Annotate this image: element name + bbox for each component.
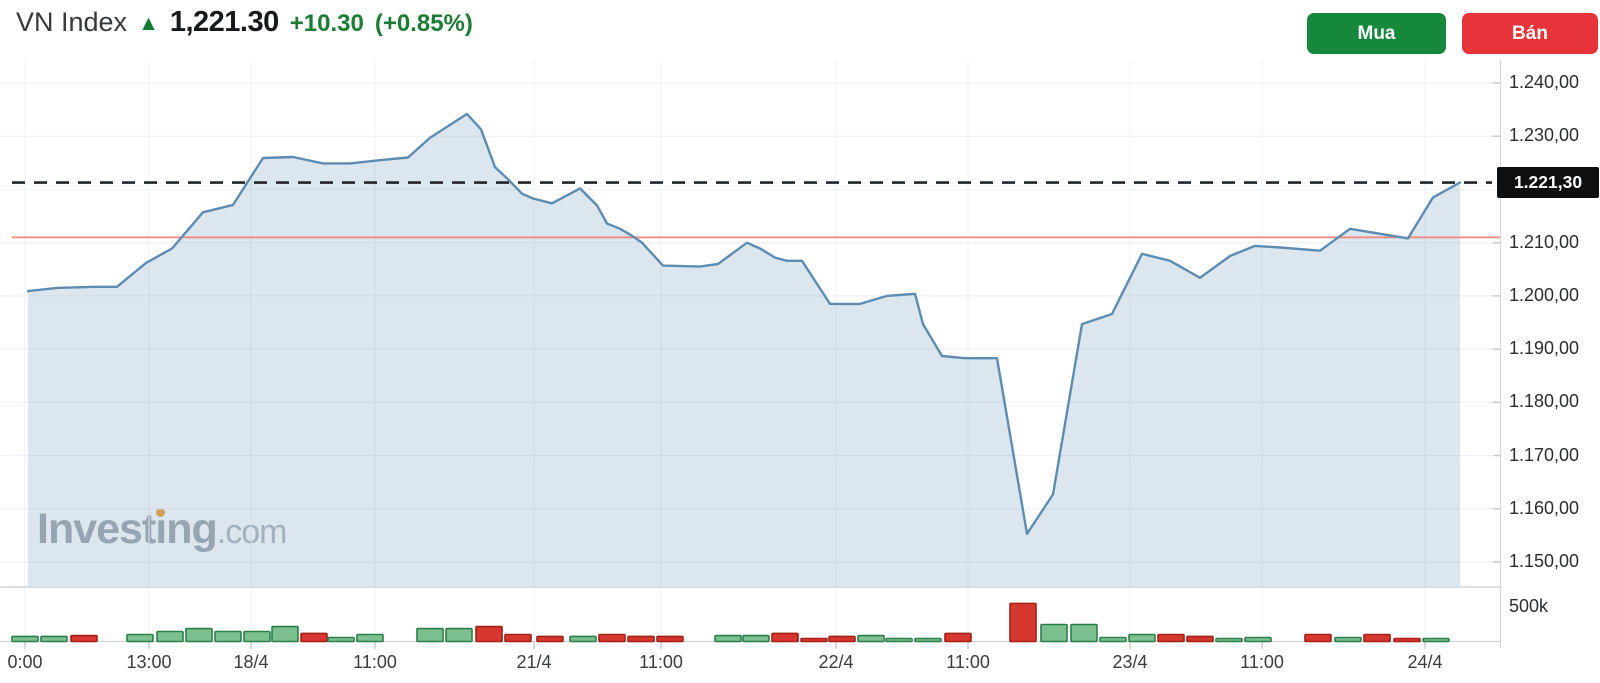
volume-bar-up xyxy=(416,627,444,643)
price-change-percent: (+0.85%) xyxy=(374,10,473,37)
x-axis-label: 21/4 xyxy=(516,652,552,672)
volume-bar-up xyxy=(327,636,355,643)
volume-bar-down xyxy=(1363,633,1391,643)
x-axis-label: 23/4 xyxy=(1112,652,1148,672)
volume-bar-down xyxy=(1393,637,1421,643)
volume-bar-down xyxy=(475,625,503,643)
volume-bar-down xyxy=(1157,633,1185,643)
volume-bar-up xyxy=(1244,636,1272,643)
volume-bar-down xyxy=(1009,602,1037,643)
y-axis-label: 1.190,00 xyxy=(1509,338,1580,359)
volume-bar-up xyxy=(445,627,473,643)
x-axis-label: 24/4 xyxy=(1407,652,1443,672)
volume-bar-down xyxy=(300,632,328,643)
x-axis-label: 11:00 xyxy=(946,652,990,672)
volume-bar-up xyxy=(1128,633,1156,643)
last-price-tag: 1.221,30 xyxy=(1497,167,1599,199)
volume-bar-up xyxy=(1422,637,1450,643)
price-change: +10.30 xyxy=(289,10,364,37)
y-axis-label: 1.160,00 xyxy=(1509,497,1580,518)
volume-bar-up xyxy=(11,635,39,643)
y-axis-label: 1.230,00 xyxy=(1509,125,1580,146)
x-axis-label: 0:00 xyxy=(7,652,43,672)
volume-bar-up xyxy=(742,634,770,643)
x-axis-label: 22/4 xyxy=(818,652,854,672)
watermark-prefix: Invest xyxy=(37,505,156,553)
volume-bar-down xyxy=(800,637,828,643)
x-axis-label: 18/4 xyxy=(233,652,269,672)
volume-bar-up xyxy=(1099,636,1127,643)
volume-bar-down xyxy=(1304,633,1332,643)
y-axis-label: 1.180,00 xyxy=(1509,391,1580,412)
volume-bar-up xyxy=(185,627,213,643)
volume-bar-up xyxy=(356,633,384,643)
volume-bar-down xyxy=(627,635,655,643)
price-line xyxy=(26,112,1462,535)
volume-bar-up xyxy=(214,630,242,643)
volume-bar-up xyxy=(243,630,271,643)
x-axis-label: 11:00 xyxy=(639,652,683,672)
volume-bar-up xyxy=(714,634,742,643)
price-area-fill xyxy=(28,113,1460,587)
volume-bar-down xyxy=(536,635,564,643)
volume-bar-down xyxy=(656,635,684,643)
volume-bar-up xyxy=(1215,637,1243,643)
volume-bar-up xyxy=(126,633,154,643)
volume-bar-down xyxy=(771,632,799,643)
volume-bar-up xyxy=(857,634,885,643)
up-arrow-icon: ▲ xyxy=(138,12,159,35)
volume-bar-down xyxy=(70,634,98,643)
volume-bar-down xyxy=(504,633,532,643)
y-axis-label: 1.170,00 xyxy=(1509,444,1580,465)
y-axis-label: 1.240,00 xyxy=(1509,72,1580,92)
volume-bar-up xyxy=(156,630,184,643)
volume-bar-up xyxy=(271,625,299,643)
quote-header: VN Index ▲ 1,221.30 +10.30 (+0.85%) xyxy=(16,6,473,58)
volume-bar-up xyxy=(885,637,913,643)
watermark-orange-dot-i: ı xyxy=(155,505,167,553)
volume-bar-up xyxy=(40,635,68,643)
y-axis-label: 1.210,00 xyxy=(1509,231,1580,252)
volume-axis-label: 500k xyxy=(1509,596,1549,616)
volume-bar-up xyxy=(914,637,942,643)
volume-bar-down xyxy=(828,635,856,643)
volume-bar-up xyxy=(569,635,597,643)
watermark-tld: .com xyxy=(217,513,288,551)
x-axis-label: 13:00 xyxy=(126,652,172,672)
volume-bar-up xyxy=(1334,636,1362,643)
volume-bar-down xyxy=(598,633,626,643)
y-axis-label: 1.200,00 xyxy=(1509,284,1580,305)
x-axis-label: 11:00 xyxy=(353,652,397,672)
watermark-suffix: ng xyxy=(166,505,218,553)
y-axis-label: 1.150,00 xyxy=(1509,551,1580,571)
last-price: 1,221.30 xyxy=(169,6,279,38)
buy-button[interactable]: Mua xyxy=(1307,13,1446,54)
volume-bar-up xyxy=(1040,623,1068,643)
symbol-name: VN Index xyxy=(16,7,128,37)
investing-watermark: Investıng.com xyxy=(37,505,288,554)
x-axis-label: 11:00 xyxy=(1240,652,1284,672)
volume-bar-down xyxy=(1186,635,1214,643)
sell-button[interactable]: Bán xyxy=(1462,13,1598,54)
volume-bar-down xyxy=(944,632,972,643)
volume-bar-up xyxy=(1070,623,1098,643)
